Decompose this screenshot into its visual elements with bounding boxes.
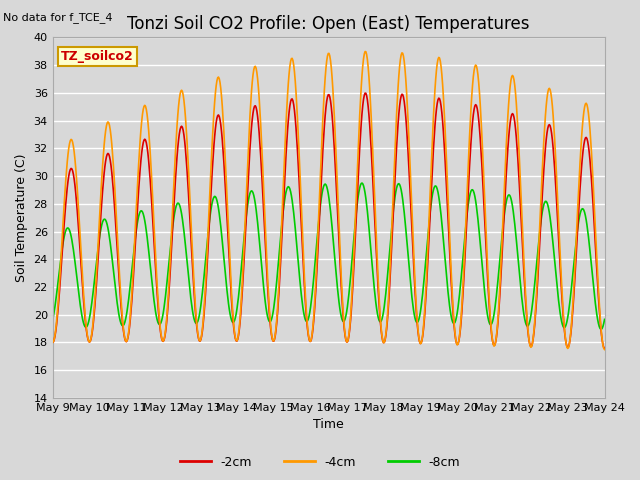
- Title: Tonzi Soil CO2 Profile: Open (East) Temperatures: Tonzi Soil CO2 Profile: Open (East) Temp…: [127, 15, 530, 33]
- Y-axis label: Soil Temperature (C): Soil Temperature (C): [15, 154, 28, 282]
- Legend: -2cm, -4cm, -8cm: -2cm, -4cm, -8cm: [175, 451, 465, 474]
- X-axis label: Time: Time: [313, 419, 344, 432]
- Text: No data for f_TCE_4: No data for f_TCE_4: [3, 12, 113, 23]
- Text: TZ_soilco2: TZ_soilco2: [61, 50, 134, 63]
